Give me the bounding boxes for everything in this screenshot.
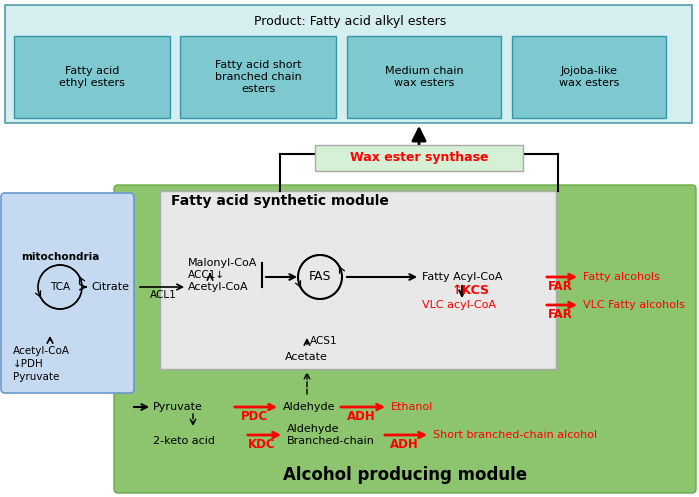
Text: FAS: FAS [309,270,331,283]
Text: Ethanol: Ethanol [391,402,433,412]
Text: 2-keto acid: 2-keto acid [153,436,215,446]
Text: ADH: ADH [389,437,419,450]
Text: ACL1: ACL1 [150,290,177,300]
Text: TCA: TCA [50,282,70,292]
Text: Citrate: Citrate [91,282,129,292]
FancyBboxPatch shape [14,36,170,118]
Text: Aldehyde: Aldehyde [283,402,336,412]
Text: KDC: KDC [248,437,276,450]
FancyBboxPatch shape [180,36,336,118]
FancyBboxPatch shape [1,193,134,393]
Text: ADH: ADH [347,410,375,422]
Text: FAR: FAR [547,308,572,321]
Text: Jojoba-like
wax esters: Jojoba-like wax esters [559,66,619,88]
Text: VLC Fatty alcohols: VLC Fatty alcohols [583,300,685,310]
Text: Fatty acid
ethyl esters: Fatty acid ethyl esters [59,66,125,88]
Text: mitochondria: mitochondria [21,252,99,262]
FancyBboxPatch shape [5,5,692,123]
Text: Malonyl-CoA: Malonyl-CoA [188,258,257,268]
Text: Fatty Acyl-CoA: Fatty Acyl-CoA [422,272,503,282]
Text: ↑KCS: ↑KCS [452,283,490,297]
Text: Acetate: Acetate [285,352,328,362]
FancyBboxPatch shape [315,145,523,171]
Text: PDC: PDC [240,410,268,422]
Text: FAR: FAR [547,279,572,293]
Text: ACC1↓: ACC1↓ [188,270,225,280]
Text: Acetyl-CoA: Acetyl-CoA [13,346,70,356]
Text: Acetyl-CoA: Acetyl-CoA [188,282,249,292]
Text: Wax ester synthase: Wax ester synthase [350,152,488,165]
FancyBboxPatch shape [114,185,696,493]
Text: Fatty acid short
branched chain
esters: Fatty acid short branched chain esters [215,61,301,93]
Text: Product: Fatty acid alkyl esters: Product: Fatty acid alkyl esters [254,15,446,28]
Text: Pyruvate: Pyruvate [13,372,59,382]
Text: Short branched-chain alcohol: Short branched-chain alcohol [433,430,597,440]
FancyBboxPatch shape [160,191,556,369]
FancyBboxPatch shape [347,36,501,118]
Text: Fatty acid synthetic module: Fatty acid synthetic module [171,194,389,208]
Text: ↓PDH: ↓PDH [13,359,44,369]
Text: Fatty alcohols: Fatty alcohols [583,272,660,282]
Text: Alcohol producing module: Alcohol producing module [283,466,527,484]
FancyBboxPatch shape [512,36,666,118]
Text: ACS1: ACS1 [310,336,338,346]
Text: Branched-chain: Branched-chain [287,436,375,446]
Text: VLC acyl-CoA: VLC acyl-CoA [422,300,496,310]
Text: Medium chain
wax esters: Medium chain wax esters [384,66,463,88]
Text: Aldehyde: Aldehyde [287,424,340,434]
Text: Pyruvate: Pyruvate [153,402,203,412]
